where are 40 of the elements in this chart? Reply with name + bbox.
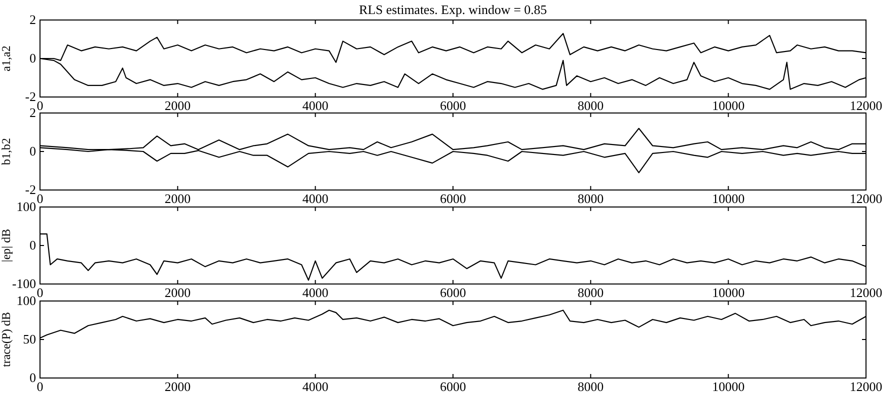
x-tick-label: 10000	[712, 98, 745, 113]
x-tick-label: 6000	[440, 285, 466, 300]
x-tick-label: 12000	[850, 379, 882, 394]
x-tick-label: 12000	[850, 98, 882, 113]
x-tick-label: 8000	[578, 191, 604, 206]
y-axis-title: trace(P) dB	[0, 312, 13, 367]
y-tick-label: -2	[25, 182, 36, 197]
x-tick-label: 4000	[302, 191, 328, 206]
y-tick-label: 50	[23, 332, 36, 346]
x-tick-label: 2000	[164, 98, 191, 113]
y-tick-label: 0	[30, 50, 36, 66]
x-tick-label: 2000	[164, 191, 191, 206]
x-tick-label: 10000	[712, 285, 745, 300]
y-tick-label: -2	[25, 89, 36, 104]
y-tick-label: 0	[30, 238, 36, 252]
x-tick-label: 2000	[164, 285, 191, 300]
x-tick-label: 2000	[164, 379, 191, 394]
x-tick-label: 10000	[712, 379, 745, 394]
x-tick-label: 6000	[440, 379, 466, 394]
x-tick-label: 12000	[850, 191, 882, 206]
y-axis-title: a1,a2	[0, 46, 13, 72]
chart-title: RLS estimates. Exp. window = 0.85	[359, 2, 547, 17]
x-tick-label: 8000	[578, 285, 604, 300]
x-tick-label: 6000	[440, 98, 466, 113]
y-tick-label: 100	[16, 293, 36, 308]
x-tick-label: 12000	[850, 285, 882, 300]
x-tick-label: 4000	[302, 379, 328, 394]
y-tick-label: 2	[30, 12, 36, 27]
x-tick-label: 8000	[578, 98, 604, 113]
x-tick-label: 6000	[440, 191, 466, 206]
y-tick-label: 100	[16, 199, 36, 214]
y-axis-title: |ep| dB	[0, 228, 13, 262]
y-axis-title: b1,b2	[0, 138, 13, 165]
x-tick-label: 10000	[712, 191, 745, 206]
x-tick-label: 8000	[578, 379, 604, 394]
x-tick-label: 4000	[302, 285, 328, 300]
y-tick-label: 2	[30, 105, 36, 120]
x-tick-label: 4000	[302, 98, 328, 113]
y-tick-label: 0	[30, 144, 36, 158]
y-tick-label: -100	[12, 276, 36, 291]
